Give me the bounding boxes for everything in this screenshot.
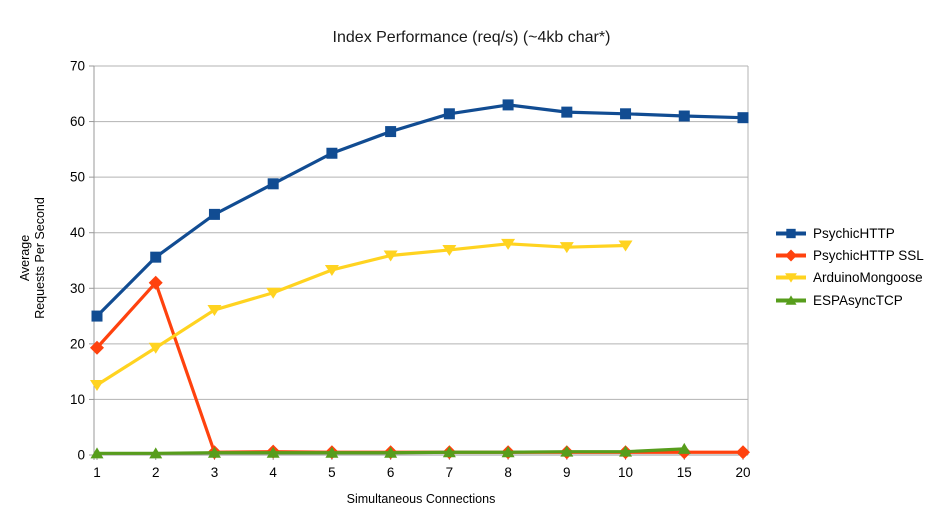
series-espasynctcp — [90, 442, 691, 459]
x-tick-label: 8 — [504, 465, 512, 480]
x-tick-label: 3 — [211, 465, 219, 480]
legend: PsychicHTTP PsychicHTTP SSL ArduinoMongoos… — [775, 222, 924, 312]
legend-label: ESPAsyncTCP — [813, 292, 903, 308]
y-tick-label: 40 — [70, 225, 85, 240]
x-tick-label: 10 — [618, 465, 633, 480]
y-tick-label: 70 — [70, 59, 85, 74]
x-tick-label: 5 — [328, 465, 336, 480]
x-tick-label: 20 — [735, 465, 750, 480]
legend-key-diamond-icon — [776, 249, 806, 262]
legend-label: ArduinoMongoose — [813, 270, 923, 286]
x-tick-label: 4 — [269, 465, 277, 480]
series-psychichttp — [91, 99, 749, 322]
x-tick-label: 2 — [152, 465, 160, 480]
y-tick-label: 20 — [70, 336, 85, 351]
legend-item-arduinomongoose: ArduinoMongoose — [775, 267, 924, 289]
tick-labels: 0 10 20 30 40 50 60 70 1 2 3 4 5 6 7 8 9 10 15 20 — [70, 59, 751, 481]
chart-title: Index Performance (req/s) (~4kb char*) — [332, 29, 611, 46]
grid-lines — [94, 65, 749, 455]
legend-item-espasynctcp: ESPAsyncTCP — [775, 289, 924, 311]
legend-label: PsychicHTTP — [813, 225, 895, 241]
y-tick-label: 60 — [70, 114, 85, 129]
y-axis-title: Average Requests Per Second — [18, 197, 47, 319]
legend-item-psychichttp-ssl: PsychicHTTP SSL — [775, 244, 924, 266]
x-tick-label: 6 — [387, 465, 395, 480]
x-tick-label: 9 — [563, 465, 571, 480]
y-tick-label: 10 — [70, 392, 85, 407]
legend-key-triangle-down-icon — [776, 273, 806, 284]
legend-key-triangle-up-icon — [776, 295, 806, 305]
series-arduinomongoose — [90, 238, 633, 391]
legend-key-square-icon — [776, 228, 806, 238]
x-axis-title: Simultaneous Connections — [346, 492, 496, 506]
series-psychichttp-ssl — [90, 275, 750, 460]
axes — [89, 65, 748, 460]
y-tick-label: 0 — [77, 448, 85, 463]
y-tick-label: 30 — [70, 281, 85, 296]
x-tick-label: 1 — [93, 465, 101, 480]
y-tick-label: 50 — [70, 170, 85, 185]
legend-item-psychichttp: PsychicHTTP — [775, 222, 924, 244]
x-tick-label: 7 — [446, 465, 454, 480]
x-tick-label: 15 — [677, 465, 692, 480]
legend-label: PsychicHTTP SSL — [813, 248, 924, 264]
